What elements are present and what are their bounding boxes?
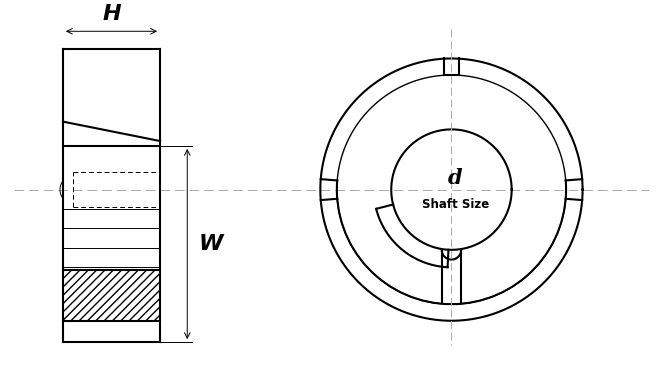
Bar [63,270,160,321]
Text: d: d [448,168,463,188]
Text: Shaft Size: Shaft Size [422,198,489,211]
Text: W: W [199,234,223,254]
Text: H: H [102,3,121,24]
